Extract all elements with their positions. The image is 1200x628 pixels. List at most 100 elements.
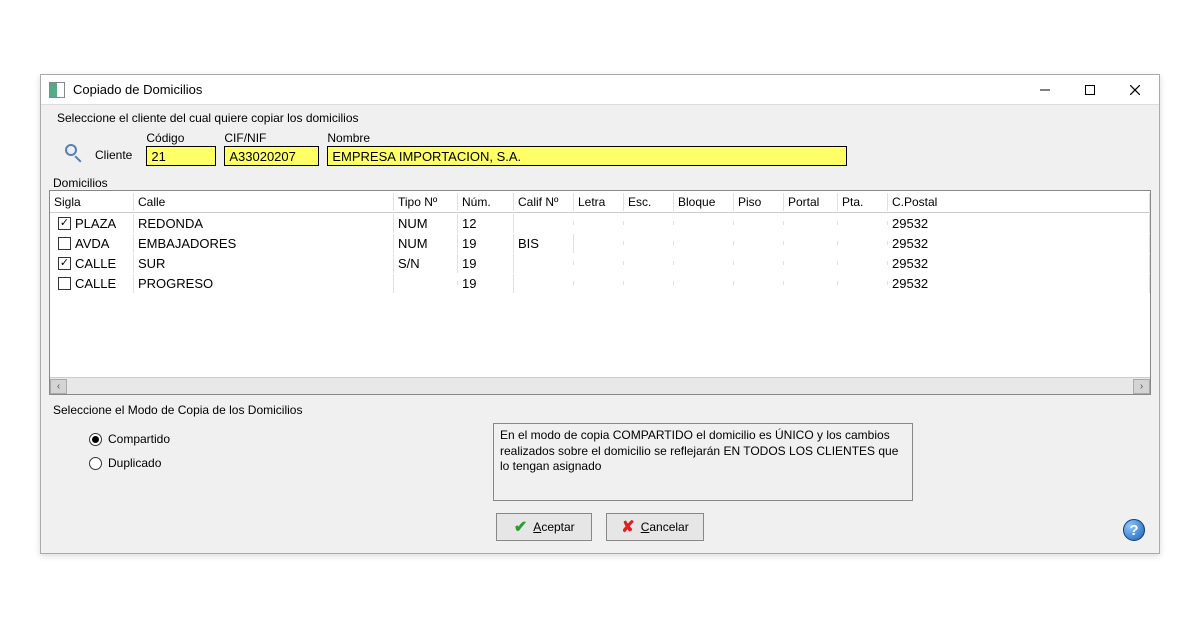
- col-bloque[interactable]: Bloque: [674, 193, 734, 211]
- radio-duplicado-label: Duplicado: [108, 456, 161, 470]
- cancel-button[interactable]: ✘ Cancelar: [606, 513, 703, 541]
- radio-compartido-label: Compartido: [108, 432, 170, 446]
- minimize-icon: [1040, 85, 1050, 95]
- cell-tipo: NUM: [394, 214, 458, 233]
- cell-sigla: PLAZA: [75, 216, 116, 231]
- cell-cpostal: 29532: [888, 234, 1150, 253]
- cell-piso: [734, 261, 784, 265]
- table-body: ✓ PLAZA REDONDANUM12 29532 AVDA EMBAJADORESNU…: [50, 213, 1150, 377]
- mode-section: Compartido Duplicado En el modo de copia…: [49, 417, 1151, 505]
- col-letra[interactable]: Letra: [574, 193, 624, 211]
- cell-portal: [784, 241, 838, 245]
- scroll-right-icon[interactable]: ›: [1133, 379, 1150, 394]
- col-num[interactable]: Núm.: [458, 193, 514, 211]
- cell-calif: [514, 281, 574, 285]
- cell-tipo: NUM: [394, 234, 458, 253]
- close-button[interactable]: [1112, 76, 1157, 104]
- row-checkbox[interactable]: ✓: [58, 257, 71, 270]
- col-sigla[interactable]: Sigla: [50, 193, 134, 211]
- table-row[interactable]: CALLE PROGRESO 19 29532: [50, 273, 1150, 293]
- cell-cpostal: 29532: [888, 254, 1150, 273]
- cell-esc: [624, 241, 674, 245]
- cell-calle: REDONDA: [134, 214, 394, 233]
- cell-cpostal: 29532: [888, 214, 1150, 233]
- addresses-table: Sigla Calle Tipo Nº Núm. Calif Nº Letra …: [49, 190, 1151, 395]
- cell-sigla: AVDA: [75, 236, 109, 251]
- cell-calif: [514, 261, 574, 265]
- cell-esc: [624, 261, 674, 265]
- button-bar: ✔ Aceptar ✘ Cancelar ?: [49, 505, 1151, 545]
- dialog-window: Copiado de Domicilios Seleccione el clie…: [40, 74, 1160, 554]
- cell-cpostal: 29532: [888, 274, 1150, 293]
- cell-portal: [784, 221, 838, 225]
- cell-tipo: [394, 281, 458, 285]
- row-checkbox[interactable]: ✓: [58, 217, 71, 230]
- cell-letra: [574, 261, 624, 265]
- accept-button[interactable]: ✔ Aceptar: [496, 513, 592, 541]
- client-label: Cliente: [95, 148, 132, 162]
- cell-bloque: [674, 261, 734, 265]
- accept-label: Aceptar: [533, 520, 574, 534]
- col-calle[interactable]: Calle: [134, 193, 394, 211]
- col-calif[interactable]: Calif Nº: [514, 193, 574, 211]
- row-checkbox[interactable]: [58, 237, 71, 250]
- client-section: Seleccione el cliente del cual quiere co…: [49, 109, 1151, 174]
- cif-input[interactable]: [224, 146, 319, 166]
- row-checkbox[interactable]: [58, 277, 71, 290]
- cell-pta: [838, 241, 888, 245]
- radio-compartido[interactable]: Compartido: [89, 427, 473, 451]
- cell-calle: PROGRESO: [134, 274, 394, 293]
- horizontal-scrollbar[interactable]: ‹ ›: [50, 377, 1150, 394]
- cell-calle: SUR: [134, 254, 394, 273]
- radio-duplicado[interactable]: Duplicado: [89, 451, 473, 475]
- cell-pta: [838, 281, 888, 285]
- col-cpostal[interactable]: C.Postal: [888, 193, 1150, 211]
- cell-pta: [838, 261, 888, 265]
- cell-calif: [514, 221, 574, 225]
- cell-piso: [734, 221, 784, 225]
- cell-piso: [734, 281, 784, 285]
- cell-calif: BIS: [514, 234, 574, 253]
- cell-letra: [574, 221, 624, 225]
- client-instruction: Seleccione el cliente del cual quiere co…: [57, 111, 1143, 125]
- cell-portal: [784, 281, 838, 285]
- col-pta[interactable]: Pta.: [838, 193, 888, 211]
- col-piso[interactable]: Piso: [734, 193, 784, 211]
- x-icon: ✘: [621, 517, 634, 537]
- nombre-label: Nombre: [327, 131, 847, 145]
- radio-icon: [89, 457, 102, 470]
- table-row[interactable]: AVDAEMBAJADORESNUM19BIS29532: [50, 233, 1150, 253]
- check-icon: ✔: [514, 517, 527, 537]
- cell-letra: [574, 241, 624, 245]
- help-icon[interactable]: ?: [1123, 519, 1145, 541]
- close-icon: [1130, 85, 1140, 95]
- minimize-button[interactable]: [1022, 76, 1067, 104]
- cell-pta: [838, 221, 888, 225]
- cell-num: 19: [458, 274, 514, 293]
- cell-calle: EMBAJADORES: [134, 234, 394, 253]
- cell-sigla: CALLE: [75, 276, 116, 291]
- cell-esc: [624, 221, 674, 225]
- table-header: Sigla Calle Tipo Nº Núm. Calif Nº Letra …: [50, 191, 1150, 213]
- app-icon: [49, 82, 65, 98]
- nombre-input[interactable]: [327, 146, 847, 166]
- search-icon[interactable]: [65, 144, 85, 164]
- col-portal[interactable]: Portal: [784, 193, 838, 211]
- scroll-left-icon[interactable]: ‹: [50, 379, 67, 394]
- col-esc[interactable]: Esc.: [624, 193, 674, 211]
- cell-num: 12: [458, 214, 514, 233]
- cell-piso: [734, 241, 784, 245]
- radio-icon: [89, 433, 102, 446]
- cell-tipo: S/N: [394, 254, 458, 273]
- maximize-button[interactable]: [1067, 76, 1112, 104]
- mode-title: Seleccione el Modo de Copia de los Domic…: [49, 401, 1151, 417]
- table-row[interactable]: ✓CALLESURS/N1929532: [50, 253, 1150, 273]
- title-bar: Copiado de Domicilios: [41, 75, 1159, 105]
- cell-bloque: [674, 221, 734, 225]
- col-tipo[interactable]: Tipo Nº: [394, 193, 458, 211]
- cif-label: CIF/NIF: [224, 131, 319, 145]
- window-title: Copiado de Domicilios: [73, 82, 202, 97]
- cancel-label: Cancelar: [641, 520, 689, 534]
- table-row[interactable]: ✓ PLAZA REDONDANUM12 29532: [50, 213, 1150, 233]
- codigo-input[interactable]: [146, 146, 216, 166]
